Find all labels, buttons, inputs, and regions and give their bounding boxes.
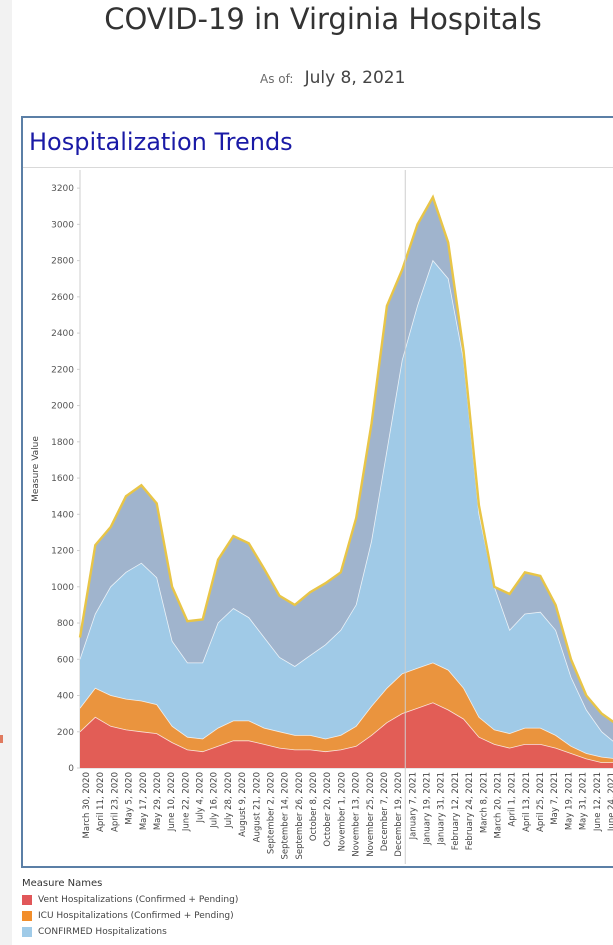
x-tick-label: June 12, 2021 — [593, 772, 603, 832]
legend-title: Measure Names — [22, 878, 103, 889]
y-tick-label: 1000 — [51, 583, 74, 593]
legend-swatch-confirmed — [22, 927, 32, 937]
x-tick-label: December 7, 2020 — [380, 772, 390, 851]
x-tick-label: March 8, 2021 — [479, 772, 489, 833]
y-tick-label: 1800 — [51, 438, 74, 448]
panel-title: Hospitalization Trends — [29, 128, 293, 156]
legend-item-vent[interactable]: Vent Hospitalizations (Confirmed + Pendi… — [22, 892, 238, 908]
x-tick-label: September 26, 2020 — [295, 772, 305, 860]
legend-swatch-vent — [22, 895, 32, 905]
legend-label-icu: ICU Hospitalizations (Confirmed + Pendin… — [38, 911, 234, 921]
x-tick-label: December 19, 2020 — [394, 772, 404, 857]
y-tick-label: 2400 — [51, 329, 74, 339]
y-tick-label: 3000 — [51, 220, 74, 230]
x-tick-label: April 11, 2020 — [96, 772, 106, 832]
x-tick-label: November 13, 2020 — [352, 772, 362, 857]
y-tick-label: 2000 — [51, 402, 74, 412]
x-tick-label: February 24, 2021 — [465, 772, 475, 850]
series-confirmed-edge — [79, 259, 613, 742]
x-tick-label: November 25, 2020 — [366, 772, 376, 857]
legend-swatch-icu — [22, 911, 32, 921]
x-tick-label: August 9, 2020 — [238, 772, 248, 837]
x-tick-label: March 20, 2021 — [493, 772, 503, 838]
y-tick-label: 600 — [57, 655, 74, 665]
x-tick-label: July 16, 2020 — [210, 772, 220, 829]
x-tick-label: April 23, 2020 — [110, 772, 120, 832]
x-tick-label: October 8, 2020 — [309, 772, 319, 841]
legend-item-confirmed[interactable]: CONFIRMED Hospitalizations — [22, 924, 238, 940]
panel-divider — [23, 167, 613, 168]
y-tick-label: 400 — [57, 692, 74, 702]
x-tick-label: March 30, 2020 — [82, 772, 92, 838]
series-icu-edge — [79, 662, 613, 759]
y-axis-title: Measure Value — [31, 436, 41, 502]
y-tick-label: 1400 — [51, 510, 74, 520]
as-of-line: As of: July 8, 2021 — [260, 68, 405, 88]
y-tick-label: 1600 — [51, 474, 74, 484]
left-edge-strip — [0, 0, 12, 945]
y-tick-label: 2600 — [51, 293, 74, 303]
hospitalization-chart: 0 200 400 600 800 1000 1200 1400 1600 1800 2000 220… — [31, 170, 613, 864]
x-tick-label: February 12, 2021 — [451, 772, 461, 850]
legend-label-vent: Vent Hospitalizations (Confirmed + Pendi… — [38, 895, 239, 905]
x-tick-label: May 5, 2020 — [125, 772, 135, 825]
y-tick-label: 2200 — [51, 365, 74, 375]
series-confirmed-area — [80, 260, 613, 768]
x-tick-label: August 21, 2020 — [252, 772, 262, 842]
x-tick-label: July 28, 2020 — [224, 772, 234, 829]
edge-mark — [0, 735, 3, 743]
page-title: COVID-19 in Virginia Hospitals — [104, 2, 542, 36]
x-tick-label: May 29, 2020 — [153, 772, 163, 830]
chart-panel: Hospitalization Trends 0 200 400 600 800 1000… — [21, 116, 613, 868]
legend: Measure Names Vent Hospitalizations (Con… — [22, 878, 238, 940]
series-vent-area — [80, 702, 613, 768]
x-tick-label: January 7, 2021 — [408, 772, 418, 840]
y-tick-label: 800 — [57, 619, 74, 629]
x-tick-label: June 10, 2020 — [167, 772, 177, 832]
x-tick-label: May 19, 2021 — [564, 772, 574, 830]
y-tick-label: 200 — [57, 728, 74, 738]
x-tick-label: June 24, 2021 — [607, 772, 613, 832]
x-tick-label: May 7, 2021 — [550, 772, 560, 825]
x-tick-label: May 31, 2021 — [579, 772, 589, 830]
x-tick-label: June 22, 2020 — [181, 772, 191, 832]
x-tick-label: January 19, 2021 — [423, 772, 433, 846]
legend-item-icu[interactable]: ICU Hospitalizations (Confirmed + Pendin… — [22, 908, 238, 924]
x-tick-label: October 20, 2020 — [323, 772, 333, 847]
y-tick-label: 2800 — [51, 257, 74, 267]
x-tick-label: September 14, 2020 — [281, 772, 291, 860]
as-of-label: As of: — [260, 72, 294, 86]
series-vent-edge — [79, 702, 613, 763]
x-tick-label: November 1, 2020 — [337, 772, 347, 851]
x-tick-label: July 4, 2020 — [196, 772, 206, 823]
x-tick-label: January 31, 2021 — [437, 772, 447, 846]
y-tick-label: 1200 — [51, 547, 74, 557]
y-tick-label: 0 — [68, 764, 74, 774]
total-line — [78, 194, 613, 724]
as-of-date: July 8, 2021 — [304, 68, 406, 88]
x-tick-label: May 17, 2020 — [139, 772, 149, 830]
x-tick-label: April 25, 2021 — [536, 772, 546, 832]
y-tick-label: 3200 — [51, 184, 74, 194]
x-tick-label: September 2, 2020 — [266, 772, 276, 854]
x-tick-label: April 1, 2021 — [508, 772, 518, 827]
x-tick-label: April 13, 2021 — [522, 772, 532, 832]
legend-label-confirmed: CONFIRMED Hospitalizations — [38, 927, 167, 937]
